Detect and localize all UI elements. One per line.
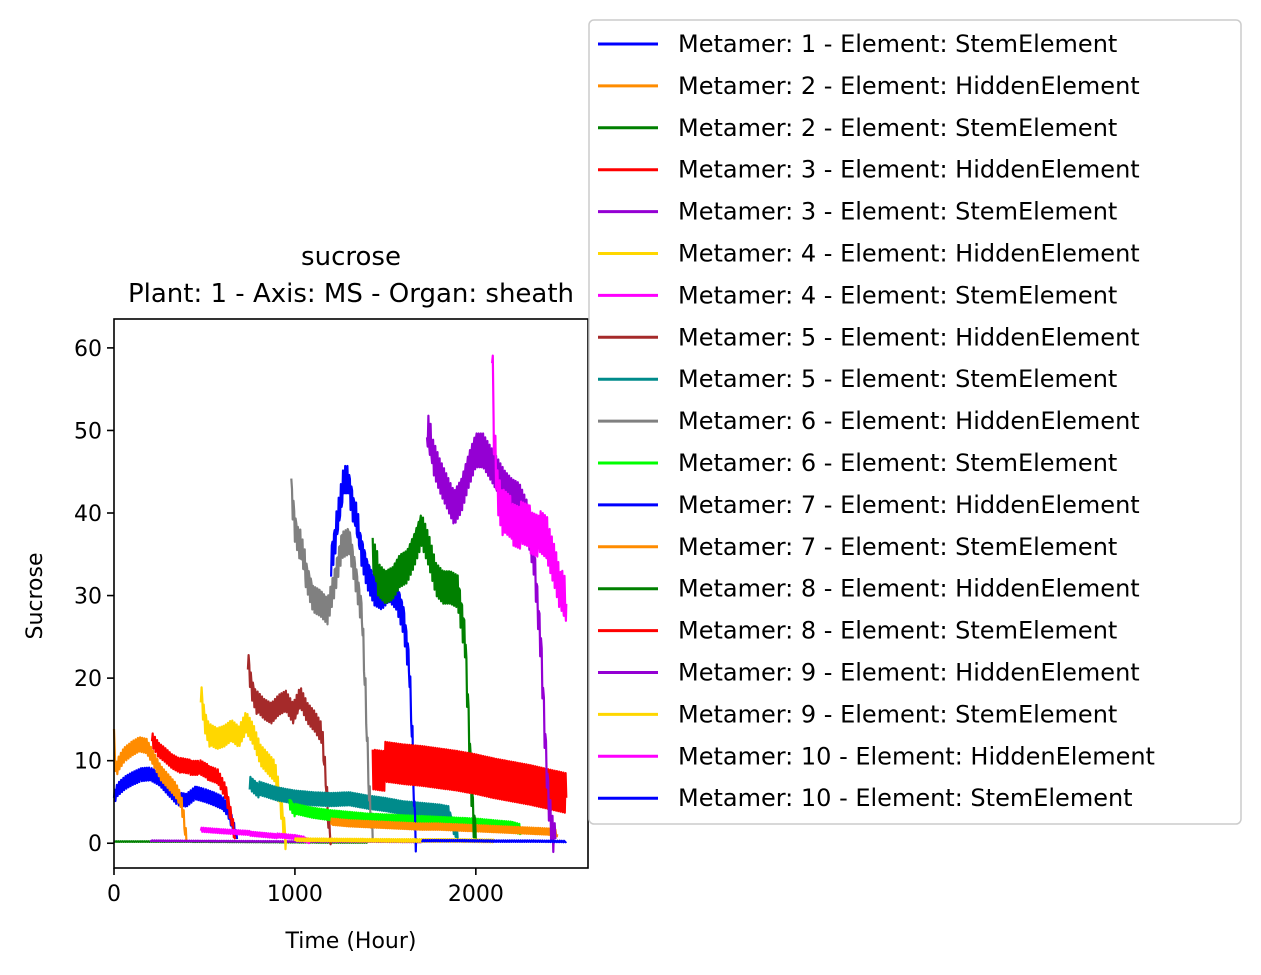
legend-label: Metamer: 6 - Element: StemElement [678,449,1117,477]
legend-label: Metamer: 2 - Element: HiddenElement [678,72,1140,100]
legend-label: Metamer: 7 - Element: StemElement [678,533,1117,561]
series-line [150,732,237,840]
series-line [112,766,239,840]
legend-label: Metamer: 8 - Element: StemElement [678,617,1117,645]
legend-label: Metamer: 3 - Element: HiddenElement [678,156,1140,184]
legend-label: Metamer: 1 - Element: StemElement [678,30,1117,58]
legend-label: Metamer: 9 - Element: HiddenElement [678,659,1140,687]
series-line [248,775,459,840]
series-line [330,464,418,853]
y-tick-label: 20 [74,667,102,692]
legend-label: Metamer: 10 - Element: StemElement [678,784,1133,812]
legend-label: Metamer: 5 - Element: StemElement [678,365,1117,393]
x-tick-label: 2000 [448,882,504,907]
y-tick-label: 40 [74,502,102,527]
series-line [420,838,568,844]
y-tick-label: 0 [88,832,102,857]
series-line [199,686,287,851]
legend-frame [588,19,1242,825]
series-line [246,653,333,846]
legend: Metamer: 1 - Element: StemElement Metamer… [588,19,1242,825]
plot-frame [113,318,589,869]
legend-label: Metamer: 5 - Element: HiddenElement [678,323,1140,351]
x-axis-title: Time (Hour) [285,929,417,954]
series-line [491,354,568,622]
x-axis: 0 1000 2000 [107,868,504,907]
series-line [425,414,557,854]
legend-entries: Metamer: 1 - Element: StemElement Metamer… [598,30,1155,812]
series-line [371,740,568,814]
series-layer [112,354,568,854]
legend-label: Metamer: 10 - Element: HiddenElement [678,742,1155,770]
y-tick-label: 10 [74,750,102,775]
legend-label: Metamer: 6 - Element: HiddenElement [678,407,1140,435]
x-tick-label: 0 [107,882,121,907]
y-tick-label: 60 [74,337,102,362]
plot-area [112,318,589,869]
y-tick-label: 30 [74,585,102,610]
y-axis-title: Sucrose [23,552,48,639]
legend-label: Metamer: 9 - Element: StemElement [678,700,1117,728]
chart-title: sucrose [301,242,401,272]
series-line [112,728,188,841]
series-line [371,514,477,840]
legend-label: Metamer: 4 - Element: StemElement [678,281,1117,309]
y-axis: 0 10 20 30 40 50 60 [74,337,114,857]
legend-label: Metamer: 7 - Element: HiddenElement [678,491,1140,519]
y-tick-label: 50 [74,419,102,444]
series-line [330,817,559,838]
legend-label: Metamer: 8 - Element: HiddenElement [678,575,1140,603]
legend-label: Metamer: 2 - Element: StemElement [678,114,1117,142]
chart-subtitle: Plant: 1 - Axis: MS - Organ: sheath [128,279,574,309]
legend-label: Metamer: 3 - Element: StemElement [678,198,1117,226]
x-tick-label: 1000 [267,882,323,907]
series-line [199,826,311,845]
legend-label: Metamer: 4 - Element: HiddenElement [678,240,1140,268]
series-line [290,478,374,840]
